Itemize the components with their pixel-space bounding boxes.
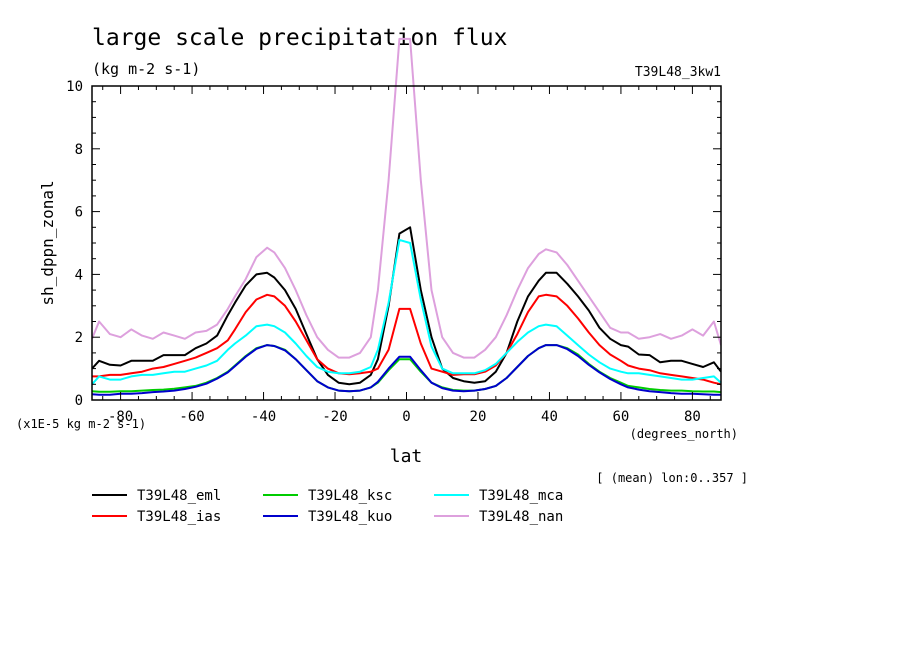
series-line-t39l48_eml — [92, 226, 721, 386]
legend-label: T39L48_ksc — [308, 488, 392, 504]
x-tick-label: 20 — [470, 409, 487, 425]
legend-label: T39L48_nan — [479, 509, 563, 525]
x-tick-label: 40 — [541, 409, 558, 425]
x-tick-label: 60 — [613, 409, 630, 425]
x-tick-label: -80 — [108, 409, 133, 425]
series-layer — [92, 37, 721, 396]
x-tick-label: -20 — [322, 409, 347, 425]
y-multiplier-label: (x1E-5 kg m-2 s-1) — [16, 417, 146, 431]
series-line-t39l48_nan — [92, 37, 721, 359]
series-line-t39l48_ksc — [92, 344, 721, 394]
y-tick-label: 0 — [75, 393, 83, 409]
y-tick-label: 2 — [75, 330, 83, 346]
y-tick-label: 8 — [75, 142, 83, 158]
legend-label: T39L48_ias — [137, 509, 221, 525]
legend: T39L48_eml T39L48_ias T39L48_ksc T39L48_kuo… — [92, 488, 563, 525]
y-tick-label: 6 — [75, 205, 83, 221]
y-tick-label: 4 — [75, 267, 83, 283]
series-line-t39l48_ias — [92, 293, 721, 386]
chart-subtitle: (kg m-2 s-1) — [92, 60, 200, 78]
x-tick-label: 80 — [684, 409, 701, 425]
chart-title: large scale precipitation flux — [92, 25, 507, 51]
legend-label: T39L48_mca — [479, 488, 563, 504]
legend-label: T39L48_kuo — [308, 509, 392, 525]
y-tick-label: 10 — [66, 79, 83, 95]
x-tick-label: -60 — [179, 409, 204, 425]
run-label: T39L48_3kw1 — [635, 65, 721, 80]
series-line-t39l48_mca — [92, 238, 721, 385]
y-axis-label: sh_dppn_zonal — [38, 180, 57, 305]
x-tick-label: 0 — [402, 409, 410, 425]
x-axis-label: lat — [390, 446, 423, 467]
series-line-t39l48_kuo — [92, 344, 721, 396]
footnote: [ (mean) lon:0..357 ] — [596, 471, 748, 485]
x-tick-label: -40 — [251, 409, 276, 425]
legend-label: T39L48_eml — [137, 488, 221, 504]
x-units-label: (degrees_north) — [630, 427, 738, 441]
plot-frame — [91, 85, 722, 401]
